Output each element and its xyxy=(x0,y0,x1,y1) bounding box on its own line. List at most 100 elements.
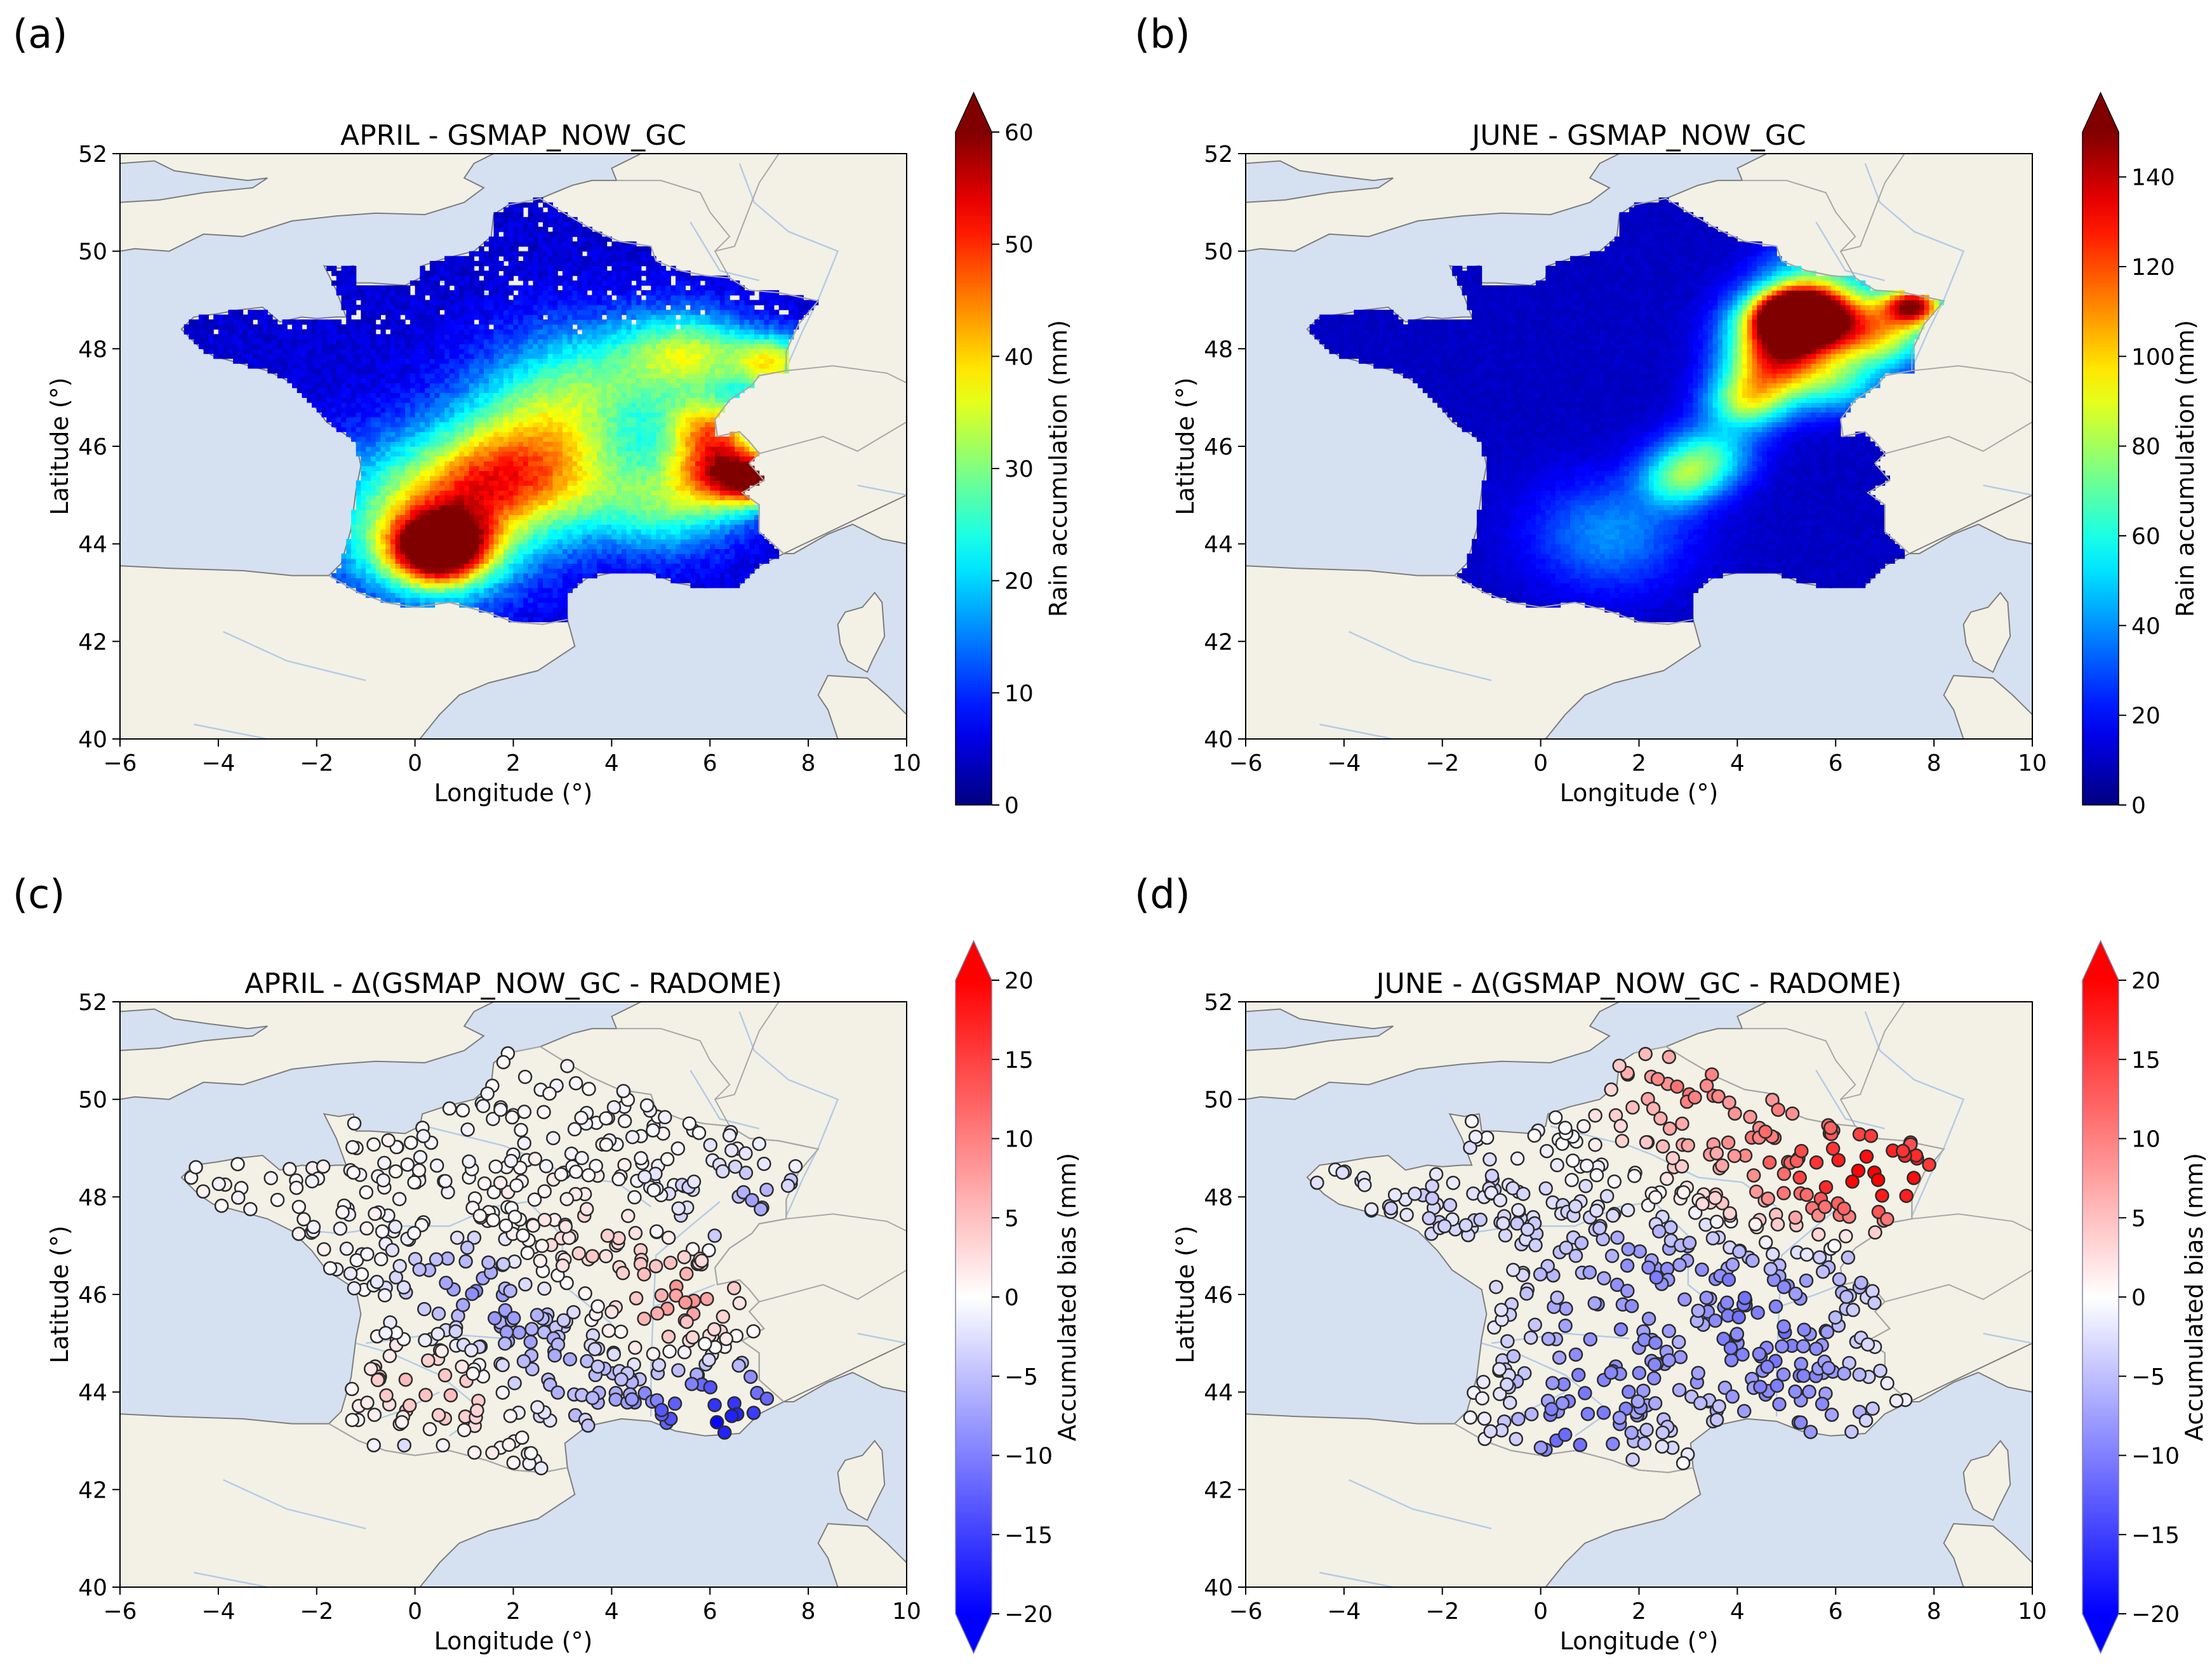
station-marker xyxy=(1676,1456,1691,1470)
station-marker xyxy=(578,1286,592,1301)
station-marker xyxy=(719,1331,734,1347)
panel-letter: (a) xyxy=(13,11,67,57)
station-marker xyxy=(467,1445,482,1460)
station-marker xyxy=(1812,1250,1827,1265)
colorbar-gradient xyxy=(2082,132,2119,805)
station-marker xyxy=(698,1336,712,1352)
station-marker xyxy=(1729,1327,1745,1341)
station-marker xyxy=(516,1354,531,1369)
station-marker xyxy=(1721,1272,1736,1287)
station-marker xyxy=(1650,1072,1665,1086)
station-marker xyxy=(1604,1249,1620,1263)
station-marker xyxy=(503,1154,519,1169)
station-marker xyxy=(533,1253,548,1268)
station-marker xyxy=(617,1114,632,1129)
station-marker xyxy=(1622,1385,1636,1399)
x-tick-label: 10 xyxy=(2018,750,2047,776)
station-marker xyxy=(1422,1211,1437,1226)
station-marker xyxy=(339,1241,354,1256)
station-marker xyxy=(1425,1191,1440,1206)
river-line xyxy=(1349,630,1492,682)
station-marker xyxy=(716,1164,730,1179)
station-marker xyxy=(373,1252,389,1267)
station-marker xyxy=(1589,1203,1604,1218)
station-marker xyxy=(1809,1341,1823,1356)
station-marker xyxy=(517,1105,532,1119)
station-marker xyxy=(526,1218,540,1233)
station-marker xyxy=(1785,1106,1800,1121)
station-marker xyxy=(335,1205,350,1220)
station-marker xyxy=(558,1219,573,1234)
colorbar-extend-min xyxy=(956,1614,992,1653)
station-marker xyxy=(429,1252,444,1267)
station-marker xyxy=(291,1199,307,1214)
sardinia-land xyxy=(817,675,907,739)
map-area xyxy=(1246,1002,2032,1587)
station-marker xyxy=(1516,1187,1531,1201)
colorbar-tick-label: 20 xyxy=(2131,703,2161,729)
colorbar-tick-label: 20 xyxy=(1004,569,1034,595)
y-tick-label: 50 xyxy=(1204,239,1233,265)
station-marker xyxy=(646,1347,661,1362)
colorbar-tick-label: 0 xyxy=(1004,1285,1019,1311)
station-marker xyxy=(788,1159,803,1174)
station-marker xyxy=(1709,1413,1724,1427)
station-marker xyxy=(392,1258,407,1274)
station-marker xyxy=(486,1213,500,1228)
station-marker xyxy=(343,1266,358,1281)
river-line xyxy=(738,163,839,369)
station-marker xyxy=(606,1347,622,1362)
river-line xyxy=(1481,1342,1611,1437)
x-tick-label: −6 xyxy=(1229,1599,1262,1625)
station-marker xyxy=(621,1209,636,1223)
station-marker xyxy=(1776,1319,1791,1334)
station-marker xyxy=(1691,1366,1705,1380)
map-area xyxy=(120,154,907,739)
colorbar-tick-label: 0 xyxy=(1004,793,1019,819)
station-marker xyxy=(1599,1188,1615,1204)
station-marker xyxy=(1797,1322,1811,1337)
station-marker xyxy=(530,1308,545,1322)
river-line xyxy=(1983,1333,2032,1345)
colorbar-tick-label: −5 xyxy=(2131,1364,2165,1390)
x-tick-label: 8 xyxy=(801,1599,816,1625)
station-marker xyxy=(534,1461,549,1475)
station-marker xyxy=(1776,1166,1792,1181)
sardinia-land xyxy=(1943,675,2032,739)
station-marker xyxy=(437,1368,453,1383)
station-marker xyxy=(1510,1151,1525,1166)
station-marker xyxy=(1662,1121,1677,1136)
station-marker xyxy=(651,1357,667,1373)
station-marker xyxy=(1660,1171,1674,1187)
station-marker xyxy=(1607,1174,1622,1189)
station-marker xyxy=(506,1455,521,1470)
station-marker xyxy=(752,1136,766,1152)
river-line xyxy=(857,484,907,496)
station-marker xyxy=(317,1242,331,1257)
station-marker xyxy=(1880,1212,1895,1227)
station-marker xyxy=(615,1266,630,1280)
x-tick-label: 0 xyxy=(1533,750,1548,776)
station-marker xyxy=(1880,1376,1895,1391)
station-marker xyxy=(1758,1235,1773,1250)
station-marker xyxy=(590,1359,605,1374)
station-marker xyxy=(637,1169,652,1184)
station-marker xyxy=(282,1162,297,1176)
x-tick-label: 0 xyxy=(408,750,422,776)
x-tick-label: 6 xyxy=(703,750,717,776)
station-marker xyxy=(684,1376,699,1392)
border-line xyxy=(786,1213,907,1232)
colorbar-label: Rain accumulation (mm) xyxy=(2171,320,2199,617)
station-marker xyxy=(498,1336,512,1351)
x-tick-label: 8 xyxy=(801,750,816,776)
station-marker xyxy=(1662,1324,1676,1338)
station-marker xyxy=(1674,1159,1689,1174)
station-marker xyxy=(600,1228,615,1243)
station-marker xyxy=(1587,1296,1602,1311)
colorbar-extend-max xyxy=(956,93,992,132)
station-marker xyxy=(1675,1116,1689,1131)
station-marker xyxy=(1639,1423,1654,1437)
colorbar-tick-label: 100 xyxy=(2131,344,2175,370)
station-marker xyxy=(1625,1452,1640,1467)
colorbar-tick-label: −10 xyxy=(1004,1444,1053,1470)
